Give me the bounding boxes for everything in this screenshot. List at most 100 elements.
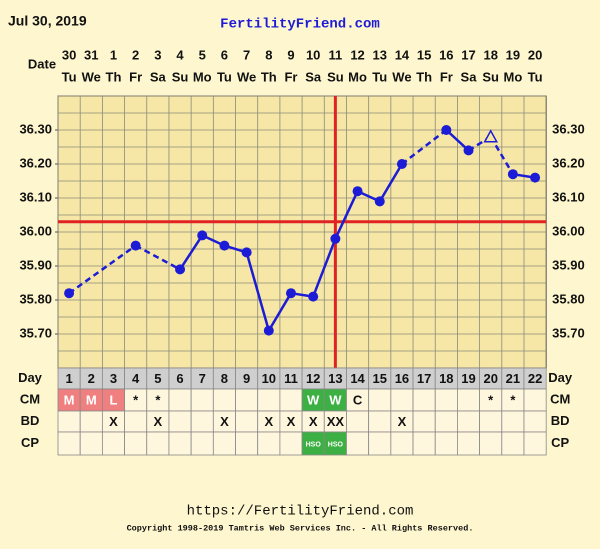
temp-point bbox=[441, 125, 452, 135]
cell-text: 17 bbox=[417, 371, 431, 386]
x-date-label: 11 bbox=[329, 47, 343, 62]
table-cell bbox=[346, 410, 370, 433]
table-cell bbox=[523, 431, 547, 456]
table-cell bbox=[501, 431, 525, 456]
cell-text: X bbox=[398, 414, 407, 429]
chart-date: Jul 30, 2019 bbox=[8, 13, 87, 29]
y-tick-label-right: 35.90 bbox=[552, 257, 585, 272]
x-date-label: 12 bbox=[350, 47, 364, 62]
temp-segment bbox=[312, 238, 337, 298]
cell-text: 19 bbox=[461, 371, 475, 386]
y-tick-label: 36.30 bbox=[19, 121, 52, 136]
cell-text: 1 bbox=[65, 371, 72, 386]
x-weekday-label: Su bbox=[172, 69, 189, 84]
temp-point bbox=[463, 145, 474, 156]
table-cell bbox=[368, 388, 392, 412]
x-date-label: 19 bbox=[506, 47, 520, 62]
x-date-label: 30 bbox=[62, 47, 76, 62]
cell-text: 12 bbox=[306, 371, 320, 386]
cell-text: 14 bbox=[350, 371, 365, 386]
table-cell bbox=[479, 410, 503, 433]
cell-text: 2 bbox=[88, 371, 95, 386]
cell-text: W bbox=[307, 392, 320, 407]
row-label: CP bbox=[21, 435, 39, 450]
y-tick-label-right: 35.70 bbox=[552, 325, 585, 340]
x-weekday-label: We bbox=[237, 69, 256, 84]
temp-point bbox=[308, 291, 319, 302]
cell-text: 8 bbox=[221, 371, 228, 386]
table-cell bbox=[212, 431, 236, 456]
x-weekday-label: Th bbox=[416, 69, 432, 84]
cell-text: M bbox=[86, 392, 97, 407]
table-cell bbox=[368, 431, 392, 456]
temp-point bbox=[197, 230, 208, 241]
table-cell bbox=[235, 431, 259, 456]
y-tick-label: 35.70 bbox=[19, 325, 52, 340]
row-label-right: Day bbox=[548, 370, 573, 385]
table-cell bbox=[457, 388, 481, 412]
cell-text: HSO bbox=[306, 441, 322, 448]
table-cell bbox=[479, 431, 503, 456]
x-date-label: 16 bbox=[439, 47, 453, 62]
cell-text: * bbox=[155, 392, 161, 407]
cell-text: C bbox=[353, 392, 363, 407]
x-date-label: 3 bbox=[154, 47, 161, 62]
y-tick-label: 36.10 bbox=[19, 189, 52, 204]
cell-text: X bbox=[264, 414, 273, 429]
cell-text: X bbox=[109, 414, 118, 429]
table-cell bbox=[124, 431, 148, 456]
x-weekday-label: We bbox=[392, 69, 411, 84]
x-date-label: 18 bbox=[483, 47, 497, 62]
row-label: CM bbox=[20, 391, 40, 406]
cell-text: W bbox=[329, 392, 342, 407]
cell-text: * bbox=[510, 392, 516, 407]
cell-text: 20 bbox=[483, 371, 497, 386]
x-date-label: 5 bbox=[199, 47, 206, 62]
x-weekday-label: Mo bbox=[348, 69, 367, 84]
x-weekday-label: Su bbox=[327, 69, 344, 84]
cell-text: 13 bbox=[328, 371, 342, 386]
temp-segment bbox=[445, 129, 470, 152]
cell-text: 3 bbox=[110, 371, 117, 386]
cell-text: 7 bbox=[199, 371, 206, 386]
x-date-label: 15 bbox=[417, 47, 431, 62]
site-title: FertilityFriend.com bbox=[220, 17, 380, 33]
table-cell bbox=[168, 431, 192, 456]
temp-segment bbox=[334, 190, 359, 240]
cell-text: X bbox=[220, 414, 229, 429]
temp-segment bbox=[489, 136, 514, 175]
x-weekday-label: Fr bbox=[440, 69, 453, 84]
table-cell bbox=[412, 431, 436, 456]
x-date-label: 8 bbox=[265, 47, 272, 62]
table-cell bbox=[79, 410, 103, 433]
x-weekday-label: Th bbox=[261, 69, 277, 84]
cell-text: 5 bbox=[154, 371, 161, 386]
y-tick-label: 36.00 bbox=[19, 223, 52, 238]
date-label: Date bbox=[28, 56, 56, 71]
table-cell bbox=[390, 388, 414, 412]
table-cell bbox=[257, 388, 281, 412]
x-date-label: 6 bbox=[221, 47, 228, 62]
table-cell bbox=[434, 431, 458, 456]
y-tick-label: 35.90 bbox=[19, 257, 52, 272]
table-cell bbox=[168, 410, 192, 433]
table-cell bbox=[434, 388, 458, 412]
x-date-label: 31 bbox=[84, 47, 98, 62]
table-cell bbox=[279, 431, 303, 456]
temp-segment bbox=[135, 244, 181, 271]
cell-text: 22 bbox=[528, 371, 542, 386]
temp-point bbox=[330, 233, 341, 244]
x-weekday-label: Sa bbox=[150, 69, 167, 84]
footer-copyright: Copyright 1998-2019 Tamtris Web Services… bbox=[127, 523, 474, 533]
cell-text: * bbox=[133, 392, 139, 407]
table-cell bbox=[57, 410, 81, 433]
cell-text: 9 bbox=[243, 371, 250, 386]
x-weekday-label: Tu bbox=[217, 69, 232, 84]
cell-text: M bbox=[64, 392, 75, 407]
temp-point bbox=[64, 288, 75, 299]
x-weekday-label: Th bbox=[106, 69, 122, 84]
cell-text: HSO bbox=[328, 441, 344, 448]
cell-text: 4 bbox=[132, 371, 140, 386]
table-cell bbox=[212, 388, 236, 412]
